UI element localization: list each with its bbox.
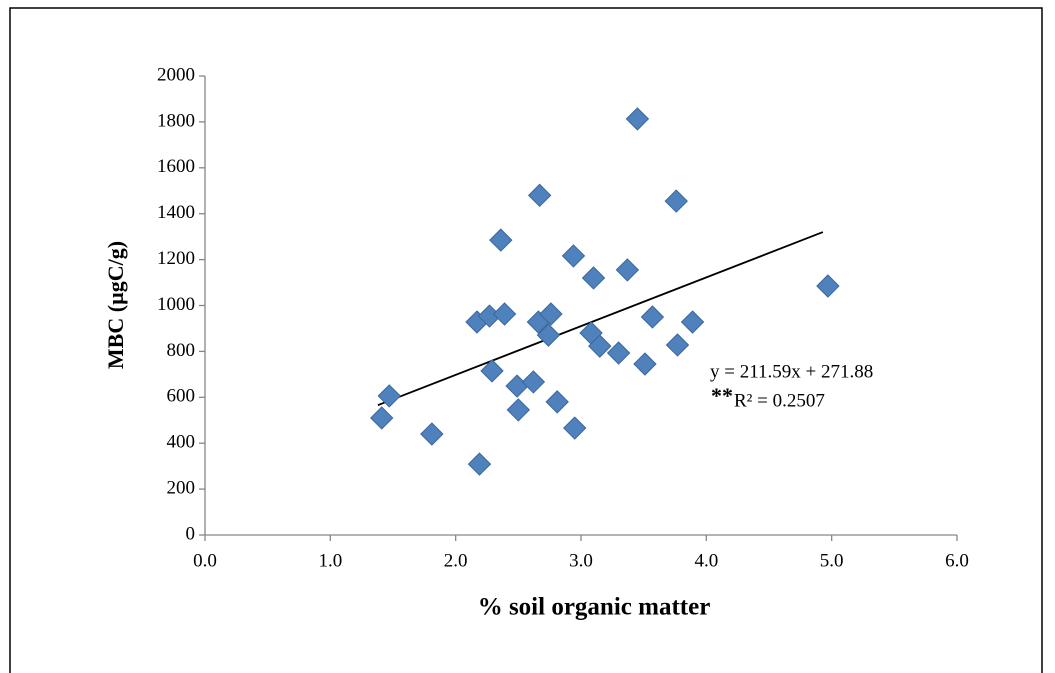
x-tick-label: 2.0 [444, 550, 468, 571]
x-tick-label: 6.0 [945, 550, 969, 571]
point [640, 305, 665, 329]
y-tick-label: 1800 [157, 110, 195, 131]
x-tick-label: 1.0 [318, 550, 342, 571]
point [420, 422, 444, 446]
y-tick-label: 1600 [157, 156, 195, 177]
point [545, 390, 569, 414]
point [664, 189, 688, 213]
y-tick-label: 2000 [157, 64, 195, 85]
point [665, 333, 690, 357]
x-tick-label: 3.0 [569, 550, 593, 571]
y-tick-label: 1000 [157, 294, 195, 315]
point [505, 374, 529, 398]
point [561, 244, 586, 268]
point [539, 302, 563, 326]
y-tick-label: 800 [167, 340, 196, 361]
point [680, 310, 705, 334]
point [489, 228, 513, 252]
point [606, 341, 631, 365]
y-tick-label: 200 [167, 477, 196, 498]
y-axis-label: MBC (µgC/g) [103, 241, 128, 369]
point [588, 334, 612, 358]
point [581, 266, 606, 290]
point [521, 370, 546, 394]
x-axis-label: % soil organic matter [478, 594, 711, 621]
trendline [377, 231, 824, 406]
y-tick-label: 0 [186, 523, 196, 544]
point [506, 398, 531, 422]
x-tick-label: 0.0 [193, 550, 217, 571]
point [492, 302, 517, 326]
point [816, 274, 840, 298]
r-squared: R² = 0.2507 [734, 390, 825, 411]
point [480, 359, 504, 383]
point [467, 452, 492, 476]
y-tick-label: 1400 [157, 202, 195, 223]
y-tick-label: 400 [167, 432, 196, 453]
trend-equation: y = 211.59x + 271.88 [710, 361, 873, 382]
y-tick-label: 1200 [157, 248, 195, 269]
point [527, 183, 552, 208]
point [625, 107, 650, 131]
x-tick-label: 4.0 [694, 550, 718, 571]
point [615, 258, 640, 282]
point [536, 323, 561, 347]
significance: ** [711, 383, 733, 408]
point [377, 384, 401, 408]
point [633, 352, 657, 376]
point [370, 406, 394, 430]
x-tick-label: 5.0 [820, 550, 844, 571]
point [563, 416, 587, 440]
chart-frame [9, 7, 1043, 673]
y-tick-label: 600 [167, 386, 196, 407]
